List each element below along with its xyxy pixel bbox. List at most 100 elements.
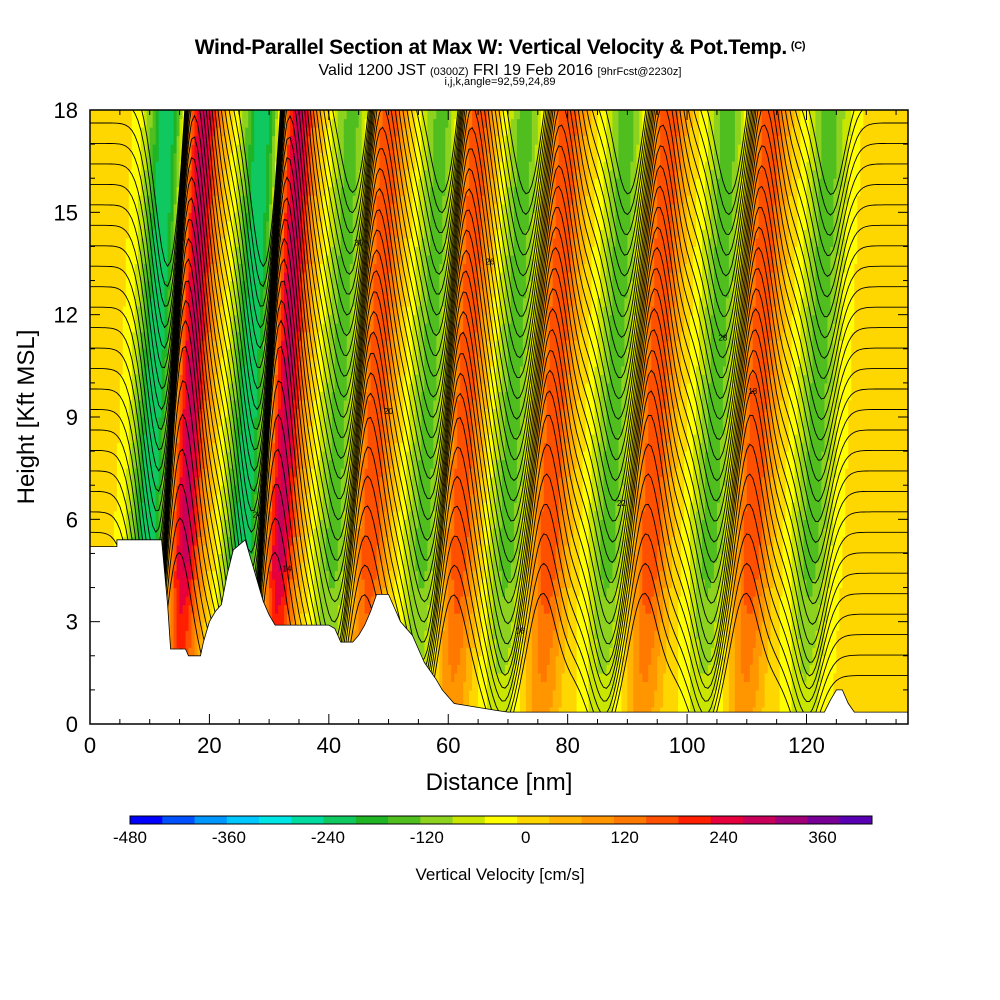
field-cell xyxy=(287,476,291,486)
field-cell xyxy=(200,459,205,469)
field-cell xyxy=(254,485,258,495)
field-cell xyxy=(209,195,214,205)
field-cell xyxy=(197,178,202,188)
field-cell xyxy=(194,399,199,410)
field-cell xyxy=(128,306,133,316)
field-cell xyxy=(185,630,190,640)
field-cell xyxy=(98,280,103,290)
field-cell xyxy=(191,544,196,555)
field-cell xyxy=(170,127,175,137)
field-cell xyxy=(182,297,187,307)
field-cell xyxy=(224,152,228,162)
field-cell xyxy=(212,144,216,154)
field-cell xyxy=(236,186,240,196)
field-cell xyxy=(95,510,100,520)
field-cell xyxy=(251,357,255,367)
field-cell xyxy=(266,229,270,239)
field-cell xyxy=(248,365,252,375)
field-cell xyxy=(242,135,246,145)
field-cell xyxy=(134,442,139,452)
field-cell xyxy=(182,604,187,614)
field-cell xyxy=(194,621,199,631)
field-cell xyxy=(188,417,193,427)
field-cell xyxy=(143,348,148,358)
field-cell xyxy=(161,186,166,196)
field-cell xyxy=(224,263,228,273)
field-cell xyxy=(107,203,112,213)
field-cell xyxy=(194,195,199,205)
field-cell xyxy=(242,451,246,461)
field-cell xyxy=(227,485,231,495)
field-cell xyxy=(284,459,288,469)
field-cell xyxy=(113,246,118,256)
field-cell xyxy=(245,229,249,239)
field-cell xyxy=(272,561,276,572)
field-cell xyxy=(242,425,246,435)
field-cell xyxy=(206,434,211,444)
field-cell xyxy=(107,186,112,196)
field-cell xyxy=(134,425,139,435)
field-cell xyxy=(206,314,211,324)
field-cell xyxy=(224,306,228,316)
field-cell xyxy=(248,459,252,469)
field-cell xyxy=(134,144,139,154)
field-cell xyxy=(224,382,228,393)
field-cell xyxy=(242,476,246,486)
field-cell xyxy=(191,280,196,290)
field-cell xyxy=(155,178,160,188)
field-cell xyxy=(272,127,276,137)
field-cell xyxy=(278,314,282,324)
field-cell xyxy=(212,570,216,580)
field-cell xyxy=(251,169,255,179)
field-cell xyxy=(161,220,166,230)
field-cell xyxy=(167,579,172,589)
field-cell xyxy=(107,374,112,384)
field-cell xyxy=(227,135,231,145)
field-cell xyxy=(149,425,154,435)
field-cell xyxy=(90,254,94,265)
field-cell xyxy=(134,220,139,230)
field-cell xyxy=(170,135,175,145)
field-cell xyxy=(203,314,208,324)
field-cell xyxy=(113,254,118,265)
field-cell xyxy=(209,135,214,145)
field-cell xyxy=(248,434,252,444)
field-cell xyxy=(179,459,184,469)
field-cell xyxy=(137,246,142,256)
field-cell xyxy=(179,553,184,563)
field-cell xyxy=(206,476,211,486)
field-cell xyxy=(260,254,264,265)
field-cell xyxy=(98,536,103,546)
field-cell xyxy=(227,110,231,120)
field-cell xyxy=(221,434,225,444)
field-cell xyxy=(272,135,276,145)
field-cell xyxy=(90,468,94,478)
field-cell xyxy=(149,169,154,179)
field-cell xyxy=(251,272,255,282)
field-cell xyxy=(158,331,163,341)
field-cell xyxy=(128,408,133,418)
field-cell xyxy=(176,587,181,597)
field-cell xyxy=(185,647,190,657)
field-cell xyxy=(278,306,282,316)
field-cell xyxy=(185,519,190,529)
field-cell xyxy=(272,391,276,401)
field-cell xyxy=(272,442,276,452)
field-cell xyxy=(281,399,285,410)
field-cell xyxy=(275,425,279,435)
field-cell xyxy=(113,297,118,307)
field-cell xyxy=(188,289,193,299)
field-cell xyxy=(176,417,181,427)
field-cell xyxy=(116,314,121,324)
field-cell xyxy=(125,314,130,324)
field-cell xyxy=(230,476,234,486)
field-cell xyxy=(113,272,118,282)
field-cell xyxy=(194,220,199,230)
field-cell xyxy=(149,527,154,537)
field-cell xyxy=(227,314,231,324)
field-cell xyxy=(125,399,130,410)
field-cell xyxy=(167,186,172,196)
field-cell xyxy=(110,493,115,503)
field-cell xyxy=(230,331,234,341)
field-cell xyxy=(107,135,112,145)
